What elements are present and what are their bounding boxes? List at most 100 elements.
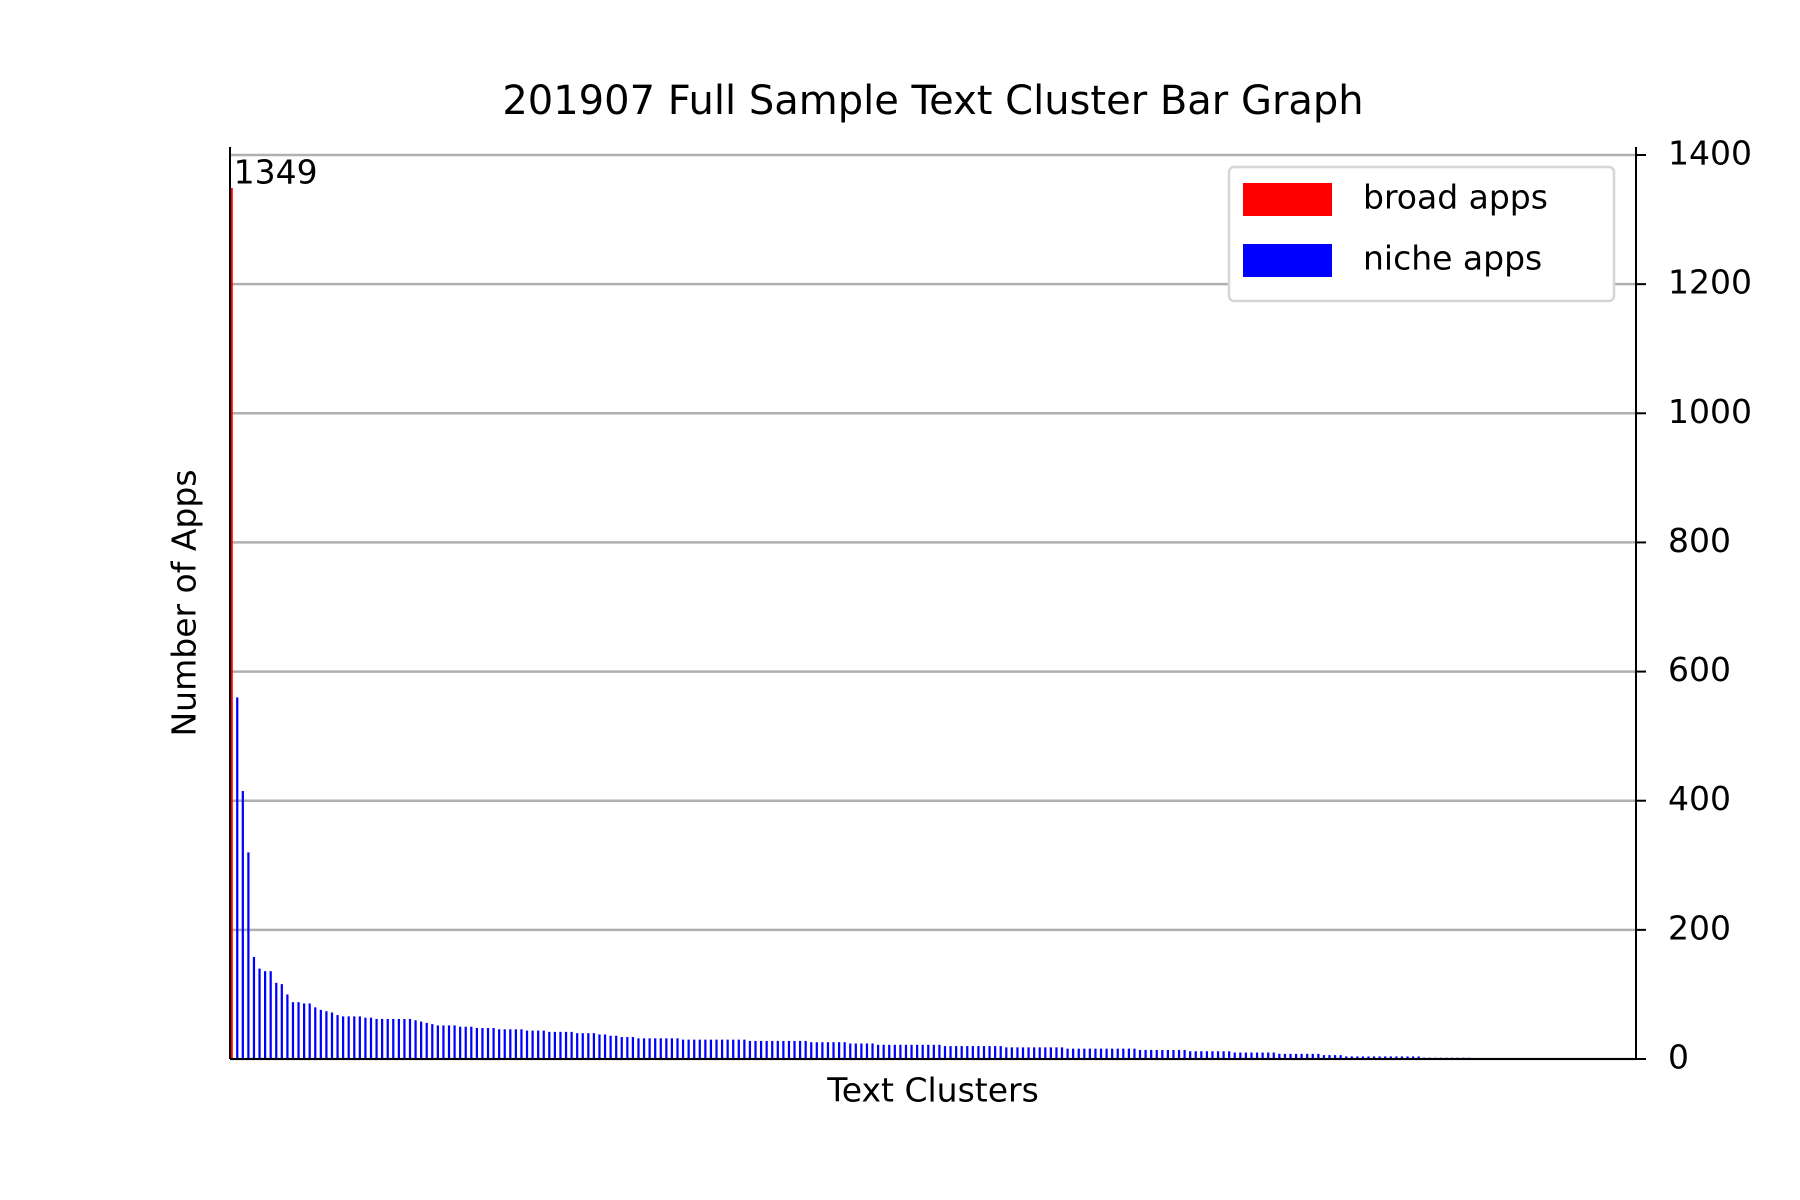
bar xyxy=(1127,1048,1130,1059)
bar xyxy=(286,994,289,1059)
bar xyxy=(849,1043,852,1059)
bar xyxy=(486,1028,490,1059)
bar xyxy=(1345,1056,1348,1059)
bar xyxy=(837,1042,841,1059)
bar xyxy=(280,984,283,1059)
bar xyxy=(754,1040,757,1059)
bar xyxy=(893,1044,896,1059)
bar xyxy=(1356,1056,1359,1059)
bar xyxy=(1411,1056,1415,1059)
bar xyxy=(670,1038,674,1059)
legend-label: broad apps xyxy=(1363,178,1548,217)
bar xyxy=(347,1016,350,1059)
bar xyxy=(631,1037,635,1059)
bar xyxy=(414,1020,417,1059)
bar xyxy=(1088,1048,1091,1059)
bar xyxy=(1317,1053,1320,1059)
bar xyxy=(364,1017,367,1059)
bar xyxy=(642,1038,646,1059)
bar xyxy=(1367,1056,1370,1059)
bar xyxy=(971,1046,974,1059)
bar xyxy=(269,971,272,1059)
bar xyxy=(459,1026,462,1059)
bar xyxy=(715,1039,718,1059)
bar xyxy=(1021,1047,1025,1059)
bar xyxy=(1406,1056,1409,1059)
bar xyxy=(982,1046,986,1059)
bar xyxy=(1289,1053,1292,1059)
bar xyxy=(1389,1056,1392,1059)
bar xyxy=(1038,1047,1041,1059)
bar xyxy=(843,1042,846,1059)
bar xyxy=(308,1003,311,1059)
bar xyxy=(1244,1052,1248,1059)
bar xyxy=(392,1018,395,1059)
bar xyxy=(548,1031,551,1059)
bar xyxy=(587,1033,590,1059)
bar xyxy=(1066,1048,1069,1059)
bar xyxy=(1261,1052,1264,1059)
bar xyxy=(375,1018,378,1059)
bar xyxy=(921,1044,924,1059)
bar xyxy=(1233,1052,1236,1059)
bar xyxy=(258,968,261,1059)
bar xyxy=(1144,1049,1147,1059)
bar xyxy=(626,1037,629,1059)
bar xyxy=(938,1044,941,1059)
bar xyxy=(994,1046,997,1059)
bar xyxy=(303,1003,306,1059)
bar xyxy=(787,1040,791,1059)
bar xyxy=(514,1029,517,1059)
bar xyxy=(1122,1048,1125,1059)
bar xyxy=(1339,1055,1342,1059)
bar xyxy=(1189,1051,1192,1059)
bar xyxy=(648,1038,651,1059)
bar xyxy=(1016,1047,1019,1059)
bar xyxy=(949,1046,952,1059)
bar xyxy=(1055,1047,1058,1059)
bar xyxy=(252,956,256,1059)
bar xyxy=(1072,1048,1075,1059)
bar xyxy=(659,1038,662,1059)
legend-swatch xyxy=(1243,244,1332,277)
bar xyxy=(1177,1049,1181,1059)
bar xyxy=(236,697,239,1059)
bar xyxy=(498,1029,501,1059)
bar xyxy=(537,1030,540,1059)
bar xyxy=(492,1028,495,1059)
bar xyxy=(854,1043,857,1059)
bar xyxy=(1044,1047,1047,1059)
bar xyxy=(1172,1049,1175,1059)
bar xyxy=(1194,1051,1197,1059)
bar xyxy=(804,1040,807,1059)
bar xyxy=(1060,1047,1064,1059)
bar xyxy=(503,1029,506,1059)
legend-label: niche apps xyxy=(1363,239,1542,278)
bar xyxy=(1328,1055,1331,1059)
bar xyxy=(464,1026,467,1059)
bar xyxy=(999,1046,1002,1059)
bar xyxy=(1150,1049,1153,1059)
bar xyxy=(1294,1053,1298,1059)
bar xyxy=(581,1033,584,1059)
bar xyxy=(620,1037,623,1059)
bar xyxy=(1005,1047,1008,1059)
bar xyxy=(397,1018,400,1059)
bar xyxy=(665,1038,668,1059)
bar xyxy=(442,1025,445,1059)
bar xyxy=(1083,1048,1086,1059)
bar xyxy=(592,1033,596,1059)
bar xyxy=(977,1046,980,1059)
bar xyxy=(904,1044,908,1059)
bar xyxy=(1027,1047,1030,1059)
bar xyxy=(793,1040,796,1059)
bar xyxy=(1255,1052,1259,1059)
bar xyxy=(1378,1056,1381,1059)
bar xyxy=(810,1042,813,1059)
bar xyxy=(230,187,233,1060)
bar xyxy=(1311,1053,1314,1059)
chart-title: 201907 Full Sample Text Cluster Bar Grap… xyxy=(502,78,1363,124)
bar xyxy=(408,1018,412,1059)
bar xyxy=(916,1044,919,1059)
bar xyxy=(1094,1048,1097,1059)
